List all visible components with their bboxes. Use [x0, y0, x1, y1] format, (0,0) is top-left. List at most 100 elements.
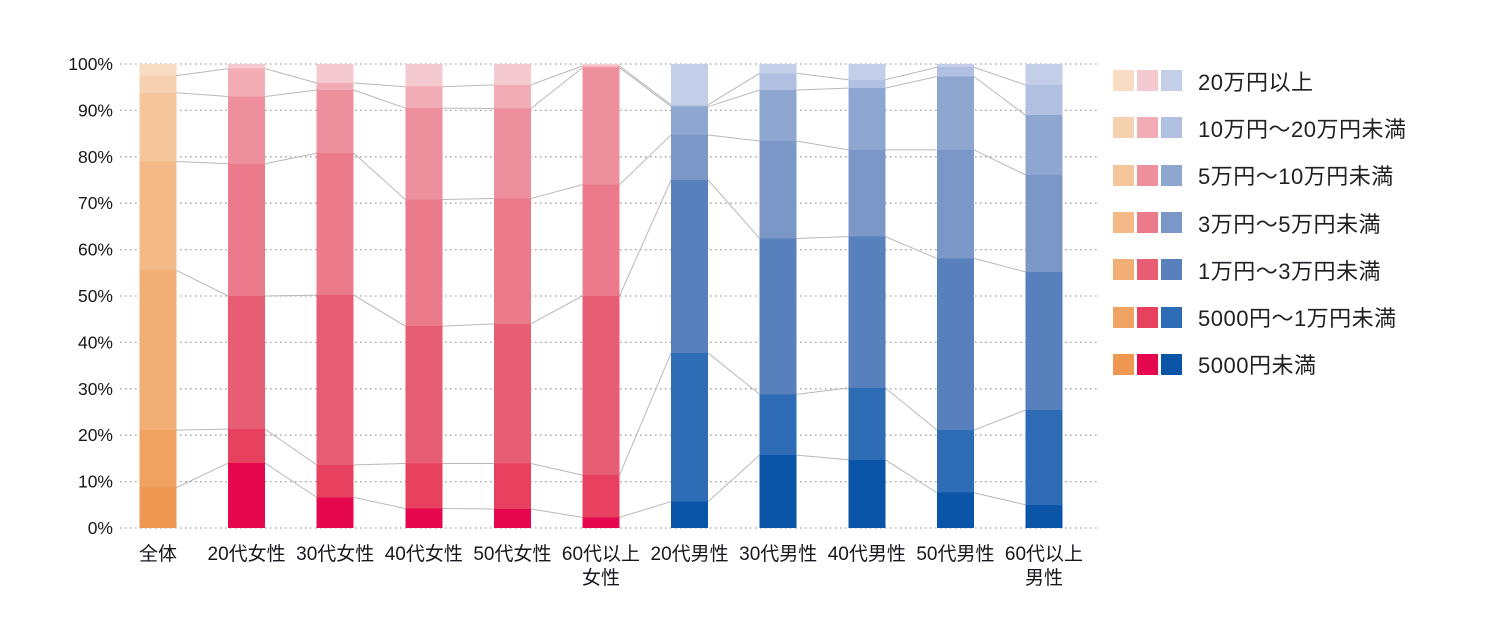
x-axis-category-label: 男性: [1025, 567, 1063, 589]
segment-connector-line: [442, 323, 494, 327]
bar-segment: [582, 65, 620, 68]
bar-segment: [1025, 504, 1063, 528]
y-axis-tick-label: 40%: [78, 332, 113, 352]
bar-segment: [671, 180, 709, 354]
x-axis-category-label: 50代男性: [916, 543, 994, 565]
legend-swatch-pink: [1137, 259, 1158, 281]
segment-connector-line: [353, 152, 406, 200]
bar-50代男性: [936, 64, 974, 528]
bar-segment: [759, 141, 797, 239]
segment-connector-line: [796, 236, 849, 239]
legend-swatch-blue: [1161, 117, 1182, 139]
segment-connector-line: [353, 294, 406, 327]
x-axis-category-label: 女性: [582, 567, 620, 589]
bar-segment: [759, 64, 797, 74]
bar-60代以上男性: [1025, 64, 1063, 528]
y-axis-tick-label: 30%: [78, 379, 113, 399]
legend-swatch-blue: [1161, 353, 1182, 375]
bar-segment: [848, 387, 886, 460]
segment-connector-line: [442, 84, 494, 88]
bar-segment: [405, 326, 443, 464]
bar-segment: [139, 75, 177, 93]
segment-connector-line: [176, 462, 229, 489]
segment-connector-line: [885, 76, 938, 89]
legend-swatch-orange: [1113, 70, 1134, 92]
x-axis-category-label: 30代男性: [739, 543, 817, 565]
bar-segment: [139, 430, 177, 488]
bar-40代男性: [848, 64, 886, 528]
bar-30代女性: [316, 64, 354, 528]
segment-connector-line: [530, 295, 583, 325]
bar-segment: [936, 430, 974, 493]
segment-connector-line: [530, 65, 583, 86]
legend-swatch-group: [1113, 212, 1182, 234]
legend-label: 5000円未満: [1198, 353, 1317, 379]
bar-segment: [671, 106, 709, 135]
x-axis-category-label: 60代以上: [1005, 543, 1083, 565]
segment-connector-line: [973, 257, 1026, 273]
segment-connector-line: [973, 76, 1026, 116]
segment-connector-line: [530, 463, 583, 476]
legend-swatch-blue: [1161, 212, 1182, 234]
legend-swatch-group: [1113, 70, 1182, 92]
bar-segment: [316, 153, 354, 296]
x-axis-category-label: 40代男性: [828, 543, 906, 565]
bar-segment: [759, 394, 797, 456]
legend-swatch-group: [1113, 306, 1182, 328]
bar-segment: [1025, 64, 1063, 85]
segment-connector-line: [707, 89, 760, 108]
bar-segment: [582, 67, 620, 185]
legend-swatch-orange: [1113, 117, 1134, 139]
legend-item: 5000円未満: [1113, 341, 1406, 388]
bar-segment: [671, 64, 709, 105]
bar-segment: [848, 88, 886, 150]
legend-swatch-pink: [1137, 353, 1158, 375]
segment-connector-line: [619, 134, 672, 186]
y-axis-tick-label: 100%: [68, 54, 113, 74]
bar-segment: [848, 236, 886, 388]
bar-segment: [316, 295, 354, 465]
legend-swatch-orange: [1113, 353, 1134, 375]
legend-label: 10万円～20万円未満: [1198, 116, 1407, 142]
bar-segment: [493, 323, 531, 464]
bar-segment: [316, 64, 354, 84]
bar-50代女性: [493, 64, 531, 528]
segment-connector-line: [619, 65, 672, 106]
legend-swatch-pink: [1137, 164, 1158, 186]
bar-segment: [139, 270, 177, 431]
bar-segment: [316, 497, 354, 528]
bar-segment: [848, 79, 886, 89]
segment-connector-line: [796, 72, 849, 81]
legend-swatch-pink: [1137, 212, 1158, 234]
segment-connector-line: [176, 68, 229, 77]
x-axis-category-label: 60代以上: [562, 543, 640, 565]
legend-swatch-pink: [1137, 70, 1158, 92]
legend-swatch-pink: [1137, 117, 1158, 139]
legend-item: 5000円～1万円未満: [1113, 293, 1406, 340]
segment-connector-line: [707, 72, 760, 106]
bar-segment: [936, 258, 974, 431]
legend-label: 5000円～1万円未満: [1198, 306, 1397, 332]
y-axis-tick-label: 70%: [78, 193, 113, 213]
y-axis-tick-label: 0%: [88, 518, 113, 538]
bar-segment: [493, 198, 531, 324]
bar-segment: [139, 64, 177, 76]
segment-connector-line: [885, 66, 938, 81]
bar-segment: [228, 163, 266, 296]
legend-item: 1万円～3万円未満: [1113, 246, 1406, 293]
legend-swatch-group: [1113, 117, 1182, 139]
segment-connector-line: [176, 160, 229, 165]
bar-segment: [671, 353, 709, 502]
segment-connector-line: [176, 270, 229, 297]
segment-connector-line: [530, 67, 583, 109]
x-axis-category-label: 20代男性: [651, 543, 729, 565]
bar-30代男性: [759, 64, 797, 528]
bar-segment: [936, 67, 974, 77]
legend-label: 20万円以上: [1198, 69, 1314, 95]
legend-swatch-blue: [1161, 306, 1182, 328]
segment-connector-line: [353, 82, 406, 88]
bar-segment: [759, 89, 797, 142]
bar-segment: [671, 104, 709, 107]
bar-segment: [1025, 115, 1063, 175]
segment-connector-line: [353, 496, 406, 510]
